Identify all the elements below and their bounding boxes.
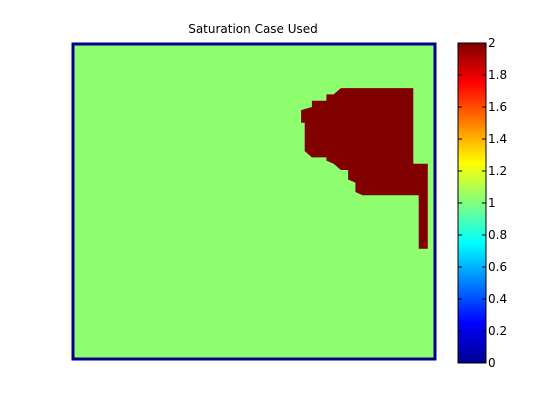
colorbar-tick-label: 0.4 [488,292,507,306]
colorbar-tick-label: 1.8 [488,68,507,82]
colorbar-tick-label: 1.4 [488,132,507,146]
colorbar-tick-label: 0.6 [488,260,507,274]
chart-title: Saturation Case Used [188,22,318,36]
colorbar-tick-label: 1.2 [488,164,507,178]
saturation-region [301,88,428,249]
colorbar: 0 0.2 0.4 0.6 0.8 1 1.2 1.4 1.6 1.8 2 [457,36,507,370]
plot-area [71,42,437,361]
colorbar-gradient [458,43,486,363]
colorbar-tick-label: 1 [488,196,496,210]
axes-frame [71,42,437,361]
colorbar-tick-label: 1.6 [488,100,507,114]
colorbar-tick-label: 0.8 [488,228,507,242]
colorbar-tick-label: 2 [488,36,496,50]
colorbar-tick-label: 0.2 [488,324,507,338]
colorbar-ticks: 0 0.2 0.4 0.6 0.8 1 1.2 1.4 1.6 1.8 2 [458,36,507,370]
colorbar-tick-label: 0 [488,356,496,370]
